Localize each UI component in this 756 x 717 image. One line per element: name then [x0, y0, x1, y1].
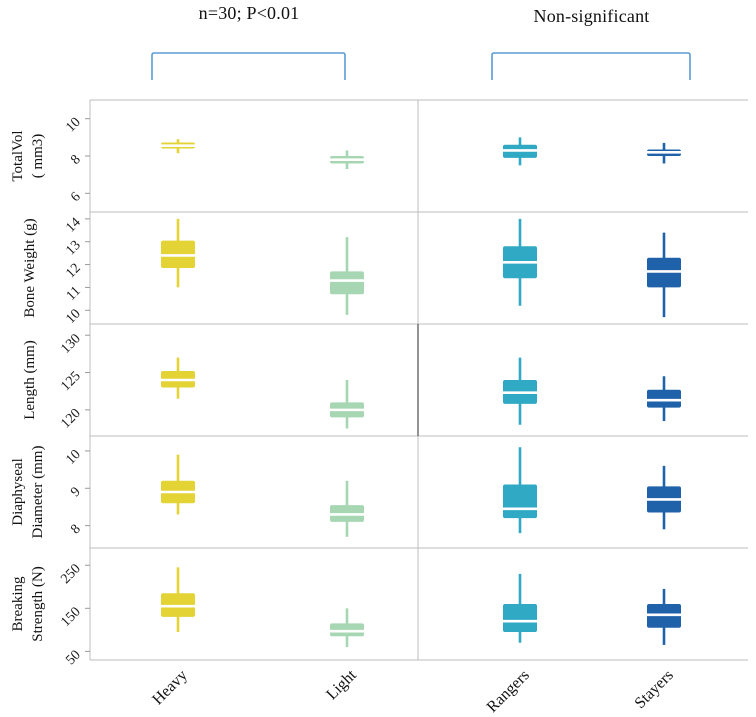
row-label: Diameter (mm) [30, 446, 46, 539]
row-label: Strength (N) [30, 566, 46, 641]
iqr-box [503, 484, 537, 519]
boxplot-light-panel-3 [330, 480, 364, 537]
boxplot-stayers-panel-4 [647, 588, 681, 645]
boxplot-light-panel-4 [330, 608, 364, 648]
tick-label: 13 [63, 238, 84, 259]
boxplot-rangers-panel-4 [503, 573, 537, 643]
boxplot-rangers-panel-2 [503, 357, 537, 425]
boxplot-rangers-panel-3 [503, 447, 537, 534]
row-label: ( mm3) [30, 134, 46, 179]
tick-label: 250 [58, 561, 83, 586]
boxplot-stayers-panel-0 [647, 142, 681, 164]
panel-4: 50 150 250 Breaking Strength (N) [10, 561, 681, 668]
row-label: Bone Weight (g) [22, 218, 38, 317]
tick-label: 11 [64, 284, 84, 304]
boxplot-stayers-panel-2 [647, 376, 681, 422]
tick-label: 150 [58, 605, 83, 630]
panel-2: 120 125 130 Length (mm) [22, 331, 681, 432]
iqr-box [647, 389, 681, 408]
iqr-box [330, 271, 364, 295]
panel-3: 8 9 10 Diaphyseal Diameter (mm) [10, 446, 681, 539]
boxplot-light-panel-2 [330, 380, 364, 429]
significance-label-left: n=30; P<0.01 [198, 3, 300, 23]
iqr-box [503, 604, 537, 632]
boxplot-heavy-panel-3 [161, 454, 195, 515]
tick-label: 12 [63, 261, 84, 282]
panel-0: 6 8 10 TotalVol( mm3) [10, 115, 681, 205]
row-label: Length (mm) [22, 340, 38, 420]
tick-label: 6 [68, 190, 84, 206]
tick-label: 8 [68, 152, 84, 168]
category-label-light: Light [323, 666, 360, 703]
significance-label-right: Non-significant [533, 6, 650, 26]
tick-label: 125 [58, 369, 83, 394]
row-label: TotalVol [10, 130, 26, 181]
significance-bracket-right [491, 52, 691, 80]
boxplot-stayers-panel-1 [647, 232, 681, 318]
tick-label: 9 [68, 484, 84, 500]
boxplot-rangers-panel-0 [503, 137, 537, 166]
boxplot-stayers-panel-3 [647, 465, 681, 530]
row-label: Breaking [10, 576, 26, 631]
boxplot-heavy-panel-4 [161, 567, 195, 632]
boxplot-heavy-panel-0 [161, 139, 195, 154]
tick-label: 10 [63, 447, 84, 468]
tick-label: 14 [63, 215, 84, 236]
boxplot-light-panel-1 [330, 237, 364, 315]
significance-bracket-left [151, 52, 346, 80]
tick-label: 10 [63, 115, 84, 136]
category-label-rangers: Rangers [484, 667, 533, 716]
category-label-stayers: Stayers [631, 667, 676, 712]
tick-label: 130 [58, 331, 83, 356]
row-label: Diaphyseal [10, 458, 26, 525]
tick-label: 50 [63, 648, 84, 669]
boxplot-heavy-panel-2 [161, 357, 195, 399]
boxplot-heavy-panel-1 [161, 218, 195, 288]
tick-label: 120 [58, 406, 83, 431]
boxplot-rangers-panel-1 [503, 218, 537, 306]
boxplot-light-panel-0 [330, 150, 364, 170]
tick-label: 8 [68, 522, 84, 538]
tick-label: 10 [63, 307, 84, 328]
category-label-heavy: Heavy [149, 667, 191, 709]
